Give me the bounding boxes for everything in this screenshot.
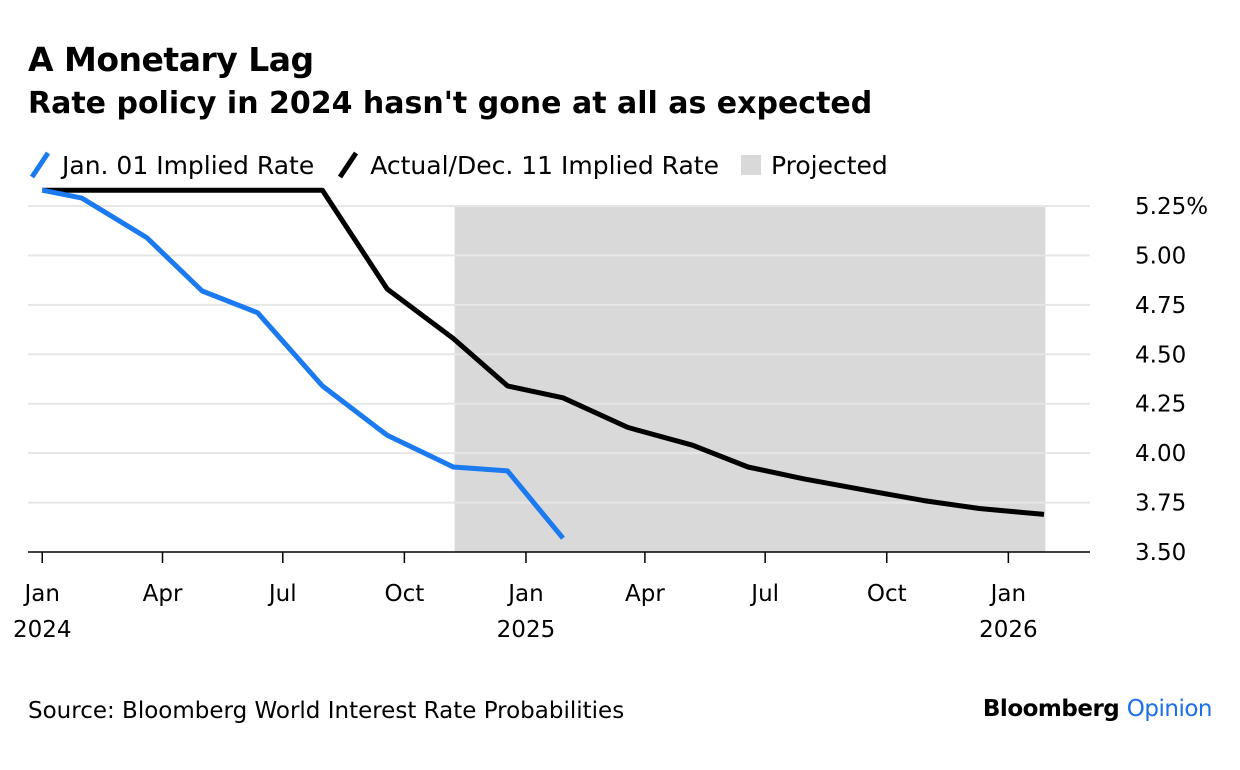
x-tick-label: Jul — [749, 581, 779, 607]
x-tick-label: Jan — [989, 581, 1026, 607]
brand-name: Bloomberg — [982, 696, 1120, 722]
series-line-0 — [41, 187, 565, 540]
brand-logo: Bloomberg Opinion — [982, 696, 1213, 722]
y-tick-label: 4.75 — [1135, 293, 1186, 319]
x-tick-label: Oct — [384, 581, 424, 607]
x-tick-label: Jan — [23, 581, 60, 607]
legend-swatch-projected — [740, 155, 761, 175]
y-tick-label: 4.25 — [1135, 392, 1186, 418]
projected-region-layer — [454, 206, 1046, 552]
legend-item-projected: Projected — [740, 150, 888, 180]
projected-region — [454, 206, 1046, 552]
y-axis-labels: 5.25% 5.00 4.75 4.50 4.25 4.00 3.75 3.50 — [1135, 194, 1208, 566]
chart-subtitle: Rate policy in 2024 hasn't gone at all a… — [28, 86, 873, 121]
legend: Jan. 01 Implied Rate Actual/Dec. 11 Impl… — [28, 148, 910, 182]
brand-section: Opinion — [1126, 696, 1213, 722]
legend-label-projected: Projected — [770, 150, 888, 180]
x-axis-labels: Jan 2024 Apr Jul Oct Jan 2025 Apr Jul Oct Jan 2026 — [13, 581, 1038, 643]
x-tick-year-label: 2026 — [979, 617, 1038, 643]
x-tick-label: Apr — [625, 581, 665, 607]
y-tick-label: 5.25% — [1135, 194, 1208, 220]
series-line-1 — [42, 187, 1045, 517]
legend-label-actual: Actual/Dec. 11 Implied Rate — [370, 150, 719, 180]
series-layer — [41, 187, 1045, 540]
legend-label-jan01: Jan. 01 Implied Rate — [62, 150, 315, 180]
x-tick-label: Apr — [143, 581, 183, 607]
legend-swatch-jan01 — [29, 151, 51, 179]
y-tick-label: 3.75 — [1135, 491, 1186, 517]
x-tick-year-label: 2024 — [13, 617, 72, 643]
x-tick-label: Jan — [506, 581, 543, 607]
x-tick-label: Jul — [267, 581, 297, 607]
x-tick-year-label: 2025 — [497, 617, 556, 643]
legend-item-actual: Actual/Dec. 11 Implied Rate — [336, 150, 719, 180]
y-tick-label: 5.00 — [1135, 243, 1186, 269]
legend-item-jan01: Jan. 01 Implied Rate — [28, 150, 314, 180]
source-note: Source: Bloomberg World Interest Rate Pr… — [28, 698, 625, 724]
x-tick-label: Oct — [867, 581, 907, 607]
legend-swatch-actual — [338, 151, 359, 179]
x-axis — [28, 551, 1090, 563]
y-tick-label: 4.50 — [1135, 342, 1186, 368]
gridlines — [28, 205, 1090, 504]
y-tick-label: 3.50 — [1135, 540, 1186, 566]
chart-title: A Monetary Lag — [28, 40, 314, 79]
y-tick-label: 4.00 — [1135, 441, 1186, 467]
